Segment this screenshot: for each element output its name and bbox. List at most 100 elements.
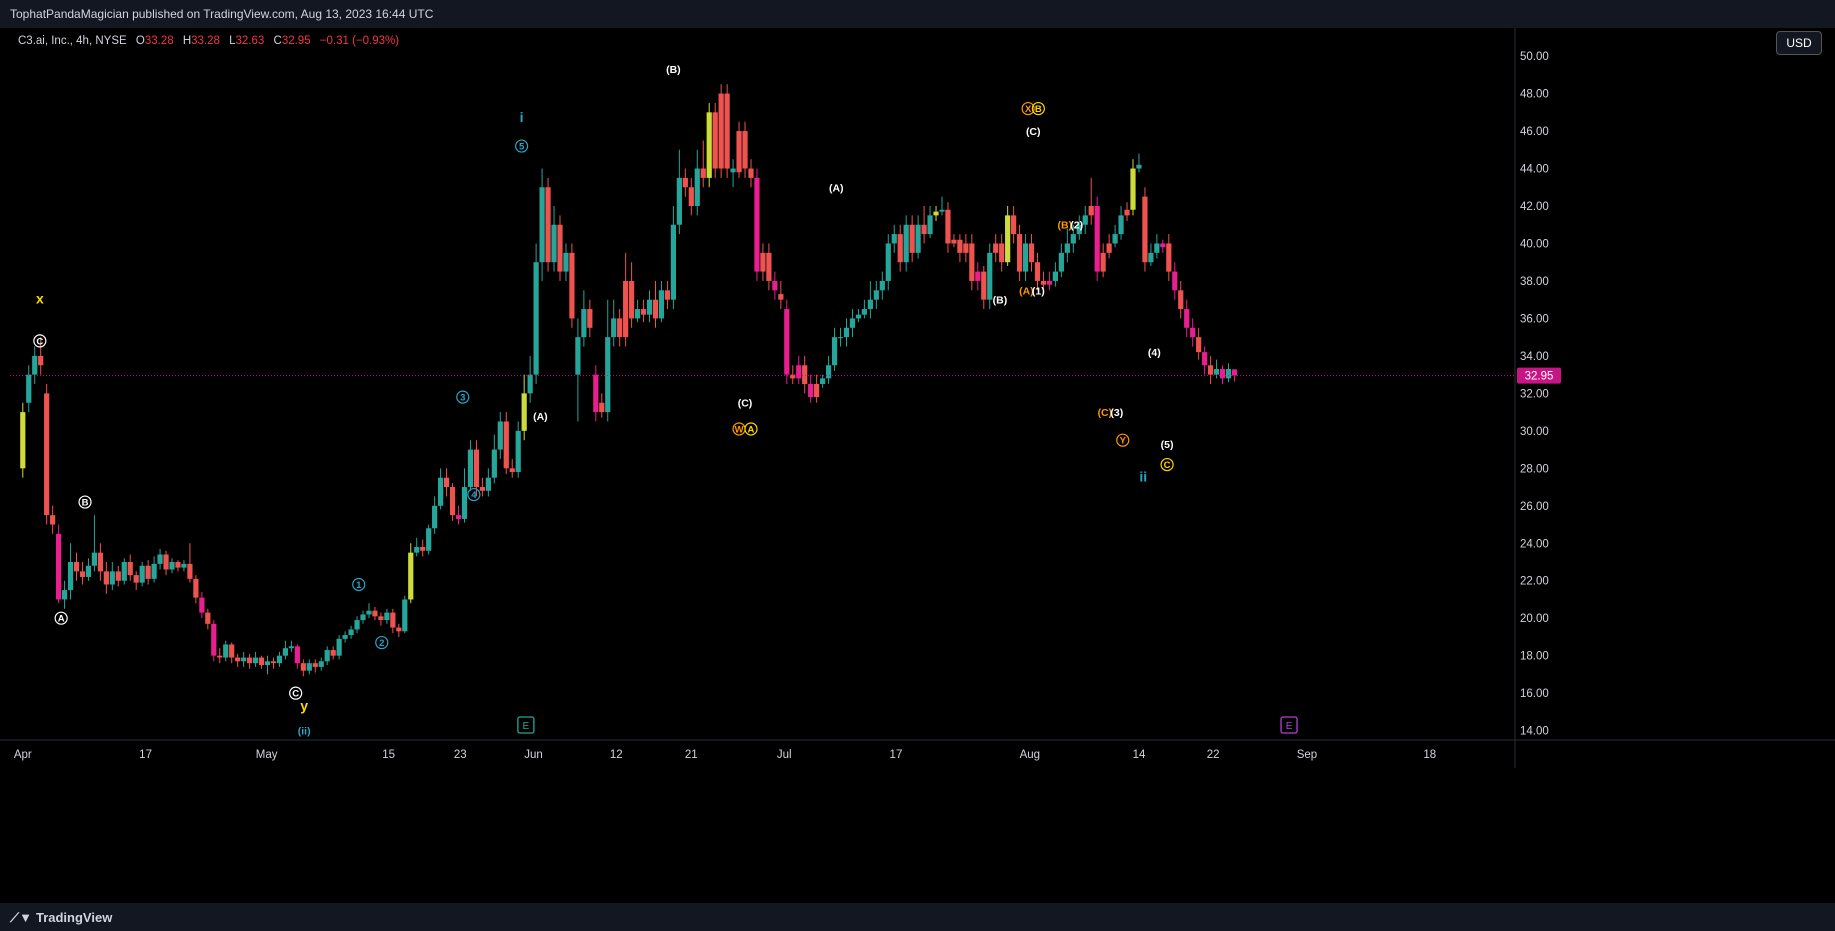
candle-body <box>760 252 766 272</box>
candle-body <box>485 477 491 491</box>
wave-label: W <box>735 424 744 435</box>
candle-body <box>634 309 641 319</box>
wave-label: A <box>748 424 755 435</box>
candle-body <box>432 505 438 529</box>
candle-body <box>772 280 778 291</box>
currency-button[interactable]: USD <box>1776 31 1822 55</box>
earnings-event-icon[interactable] <box>517 716 535 734</box>
candle-body <box>652 299 659 319</box>
price-tick-label: 44.00 <box>1520 164 1549 176</box>
candle-body <box>1202 352 1208 366</box>
candle-body <box>629 280 635 319</box>
price-tick-label: 30.00 <box>1520 426 1549 438</box>
candle-body <box>163 554 169 570</box>
candle-body <box>551 224 557 263</box>
wave-label: (C) <box>1098 407 1113 419</box>
price-tick-label: 34.00 <box>1520 351 1549 363</box>
candle-body <box>312 663 318 667</box>
wave-label: 5 <box>519 142 525 153</box>
candle-body <box>1148 252 1154 263</box>
candle-body <box>921 224 927 235</box>
candle-body <box>849 318 856 328</box>
candle-body <box>402 599 408 632</box>
candle-body <box>443 477 450 488</box>
candle-body <box>796 365 802 379</box>
candle-body <box>724 93 730 169</box>
candle-body <box>987 252 993 300</box>
candle-body <box>1112 234 1118 244</box>
earnings-event-label: E <box>523 721 530 732</box>
candle-body <box>1184 309 1190 328</box>
candle-body <box>533 262 539 375</box>
candle-body <box>324 650 330 662</box>
candle-body <box>348 629 354 636</box>
candle-body <box>282 648 289 656</box>
wave-circle-marker <box>515 139 529 153</box>
time-tick-label: Jun <box>524 749 543 761</box>
candle-body <box>366 610 372 615</box>
candle-body <box>455 515 462 519</box>
wave-circle-marker <box>1116 433 1130 447</box>
candle-body <box>133 575 139 583</box>
symbol-legend: C3.ai, Inc., 4h, NYSE O33.28 H33.28 L32.… <box>18 35 399 47</box>
price-axis[interactable]: 14.00 16.00 18.00 20.00 22.00 24.00 26.00 28.00… <box>10 28 1561 768</box>
candle-body <box>270 661 277 664</box>
wave-circle-marker <box>1021 101 1035 116</box>
candle-body <box>390 612 396 628</box>
earnings-event-icon[interactable] <box>1280 716 1298 734</box>
last-price-value: 32.95 <box>1525 371 1554 383</box>
time-axis[interactable]: Apr 17 May 15 23 Jun 12 21 Jul 17 Aug 14 22 Sep 18 <box>0 739 1835 761</box>
candle-body <box>855 314 862 319</box>
wave-circle-marker <box>1160 457 1174 472</box>
candle-body <box>235 657 241 662</box>
candle-body <box>1213 369 1220 375</box>
candle-body <box>957 239 963 253</box>
candle-body <box>26 374 32 403</box>
candle-body <box>999 243 1005 263</box>
time-tick-label: 17 <box>139 749 152 761</box>
candle-body <box>1207 365 1214 375</box>
candle-body <box>97 552 103 572</box>
candle-body <box>1028 243 1035 263</box>
candle-body <box>497 421 503 450</box>
candle-body <box>1190 327 1196 338</box>
wave-label: C <box>36 336 43 347</box>
open-value: 33.28 <box>144 35 174 47</box>
wave-circle-marker <box>54 611 68 625</box>
wave-label: ii <box>1139 469 1147 485</box>
wave-label: (C) <box>1026 126 1041 138</box>
candle-body <box>927 215 933 235</box>
candle-body <box>205 612 211 624</box>
candle-body <box>67 562 74 591</box>
low-value: 32.63 <box>235 35 265 47</box>
price-tick-label: 22.00 <box>1520 576 1549 588</box>
candle-body <box>539 187 545 263</box>
wave-circle-marker <box>456 390 470 404</box>
candle-body <box>742 131 748 169</box>
wave-label: (B) <box>1057 220 1072 232</box>
price-tick-label: 16.00 <box>1520 688 1549 700</box>
wave-label: X <box>1025 104 1032 115</box>
wave-label: B <box>1035 104 1042 115</box>
candle-body <box>712 112 718 169</box>
candle-body <box>569 252 575 319</box>
tradingview-brand[interactable]: ⟋▼ TradingView <box>10 910 112 926</box>
candle-body <box>1219 369 1226 379</box>
candle-body <box>599 402 605 413</box>
publish-info: TophatPandaMagician published on Trading… <box>10 7 434 21</box>
candle-body <box>384 612 390 621</box>
candle-body <box>360 614 366 621</box>
candle-body <box>1172 271 1178 291</box>
candle-body <box>766 252 772 281</box>
candle-body <box>420 547 426 551</box>
time-tick-label: 18 <box>1423 749 1436 761</box>
price-tick-label: 24.00 <box>1520 538 1549 550</box>
candle-body <box>1046 280 1053 285</box>
price-tick-label: 42.00 <box>1520 201 1549 213</box>
candle-body <box>1160 243 1166 248</box>
candle-body <box>748 168 754 178</box>
candle-body <box>903 224 909 263</box>
wave-label: (4) <box>1148 347 1161 359</box>
candle-body <box>85 565 92 577</box>
